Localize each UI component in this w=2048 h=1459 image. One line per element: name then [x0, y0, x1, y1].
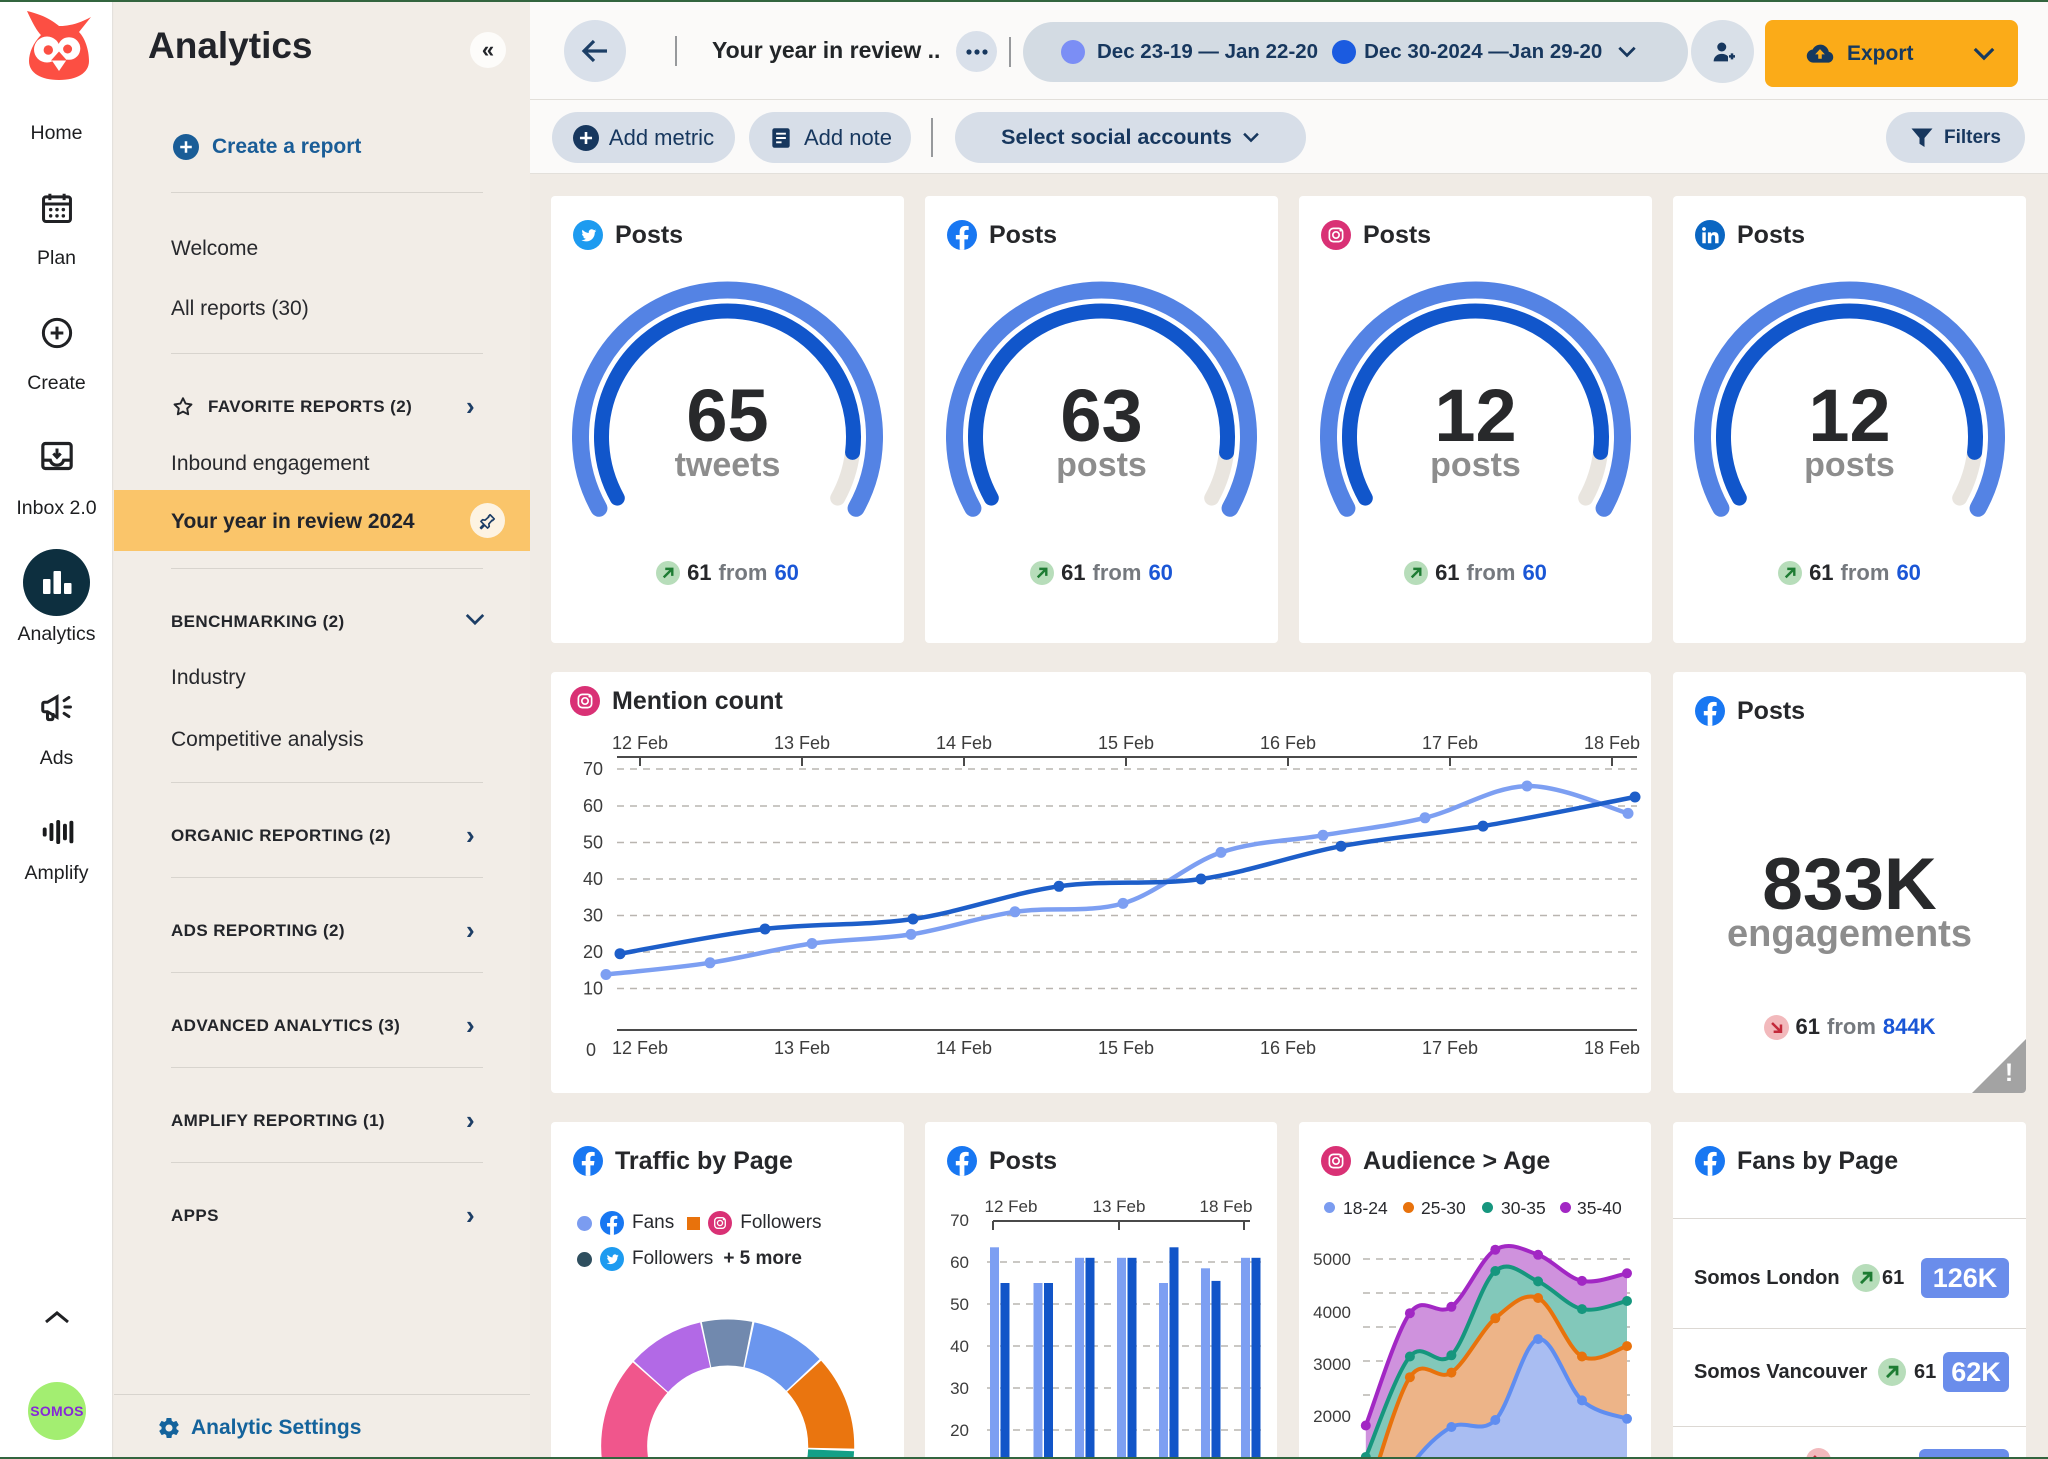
- svg-text:14 Feb: 14 Feb: [936, 733, 992, 753]
- svg-text:18 Feb: 18 Feb: [1584, 1038, 1640, 1058]
- svg-text:3000: 3000: [1313, 1355, 1351, 1374]
- svg-text:12 Feb: 12 Feb: [985, 1197, 1038, 1216]
- svg-text:18 Feb: 18 Feb: [1584, 733, 1640, 753]
- svg-text:30: 30: [583, 906, 603, 926]
- svg-text:16 Feb: 16 Feb: [1260, 1038, 1316, 1058]
- svg-text:70: 70: [950, 1211, 969, 1230]
- svg-text:16 Feb: 16 Feb: [1260, 733, 1316, 753]
- svg-text:17 Feb: 17 Feb: [1422, 733, 1478, 753]
- svg-text:20: 20: [583, 942, 603, 962]
- svg-text:12 Feb: 12 Feb: [612, 733, 668, 753]
- svg-text:14 Feb: 14 Feb: [936, 1038, 992, 1058]
- svg-text:15 Feb: 15 Feb: [1098, 733, 1154, 753]
- svg-text:17 Feb: 17 Feb: [1422, 1038, 1478, 1058]
- svg-text:60: 60: [583, 796, 603, 816]
- svg-text:50: 50: [583, 833, 603, 853]
- svg-text:18 Feb: 18 Feb: [1200, 1197, 1253, 1216]
- svg-text:2000: 2000: [1313, 1407, 1351, 1426]
- svg-text:0: 0: [586, 1040, 596, 1060]
- svg-text:5000: 5000: [1313, 1250, 1351, 1269]
- svg-text:50: 50: [950, 1295, 969, 1314]
- svg-text:40: 40: [950, 1337, 969, 1356]
- svg-text:40: 40: [583, 869, 603, 889]
- svg-text:13 Feb: 13 Feb: [774, 1038, 830, 1058]
- svg-text:30: 30: [950, 1379, 969, 1398]
- svg-text:13 Feb: 13 Feb: [1093, 1197, 1146, 1216]
- svg-text:13 Feb: 13 Feb: [774, 733, 830, 753]
- svg-text:!: !: [2005, 1059, 2013, 1087]
- svg-text:60: 60: [950, 1253, 969, 1272]
- svg-text:4000: 4000: [1313, 1303, 1351, 1322]
- svg-text:20: 20: [950, 1421, 969, 1440]
- svg-text:10: 10: [583, 979, 603, 999]
- svg-text:70: 70: [583, 759, 603, 779]
- svg-text:12 Feb: 12 Feb: [612, 1038, 668, 1058]
- svg-text:15 Feb: 15 Feb: [1098, 1038, 1154, 1058]
